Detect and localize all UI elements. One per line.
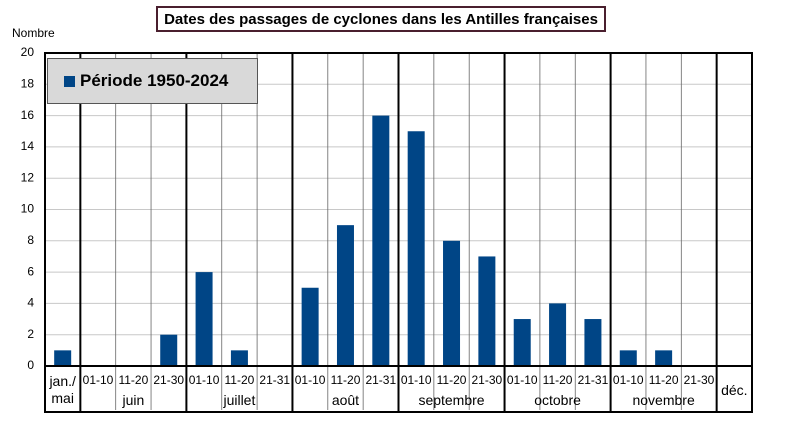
x-tick-label: 01-10 <box>294 372 326 387</box>
bar <box>54 350 72 366</box>
y-tick-label: 4 <box>27 296 34 310</box>
x-tick-label: déc. <box>721 381 748 398</box>
x-tick-label: 11-20 <box>224 372 255 387</box>
x-tick-label: 11-20 <box>330 372 361 387</box>
bar <box>407 131 425 366</box>
bar <box>372 115 390 366</box>
x-tick-label: 01-10 <box>612 372 644 387</box>
y-tick-label: 2 <box>27 327 34 341</box>
x-tick-label: 01-10 <box>188 372 220 387</box>
month-label: octobre <box>534 391 581 408</box>
month-label: juillet <box>223 391 256 408</box>
y-tick-label: 14 <box>21 139 35 153</box>
legend-swatch <box>64 75 75 87</box>
bar <box>655 350 673 366</box>
bar <box>336 225 354 366</box>
y-tick-label: 8 <box>27 233 34 247</box>
y-axis-title: Nombre <box>12 26 55 40</box>
x-tick-label: 11-20 <box>648 372 679 387</box>
bar <box>160 334 178 366</box>
month-label: août <box>331 391 360 408</box>
legend-label: Période 1950-2024 <box>80 71 229 90</box>
x-tick-label: 21-31 <box>365 372 397 387</box>
y-tick-label: 10 <box>21 202 35 216</box>
plot-frame <box>44 52 753 413</box>
bar <box>195 272 213 366</box>
x-tick-label: 01-10 <box>82 372 114 387</box>
y-tick-label: 20 <box>21 45 35 59</box>
x-tick-label: 21-30 <box>471 372 503 387</box>
x-tick-label: 11-20 <box>118 372 149 387</box>
bar <box>513 319 531 366</box>
x-tick-label: 01-10 <box>506 372 538 387</box>
x-tick-label: 21-31 <box>259 372 291 387</box>
x-tick-label: 21-30 <box>153 372 185 387</box>
x-tick-label: 21-31 <box>577 372 609 387</box>
legend: Période 1950-2024 <box>47 58 258 104</box>
x-tick-label: 11-20 <box>436 372 467 387</box>
y-tick-label: 6 <box>27 264 34 278</box>
bar <box>619 350 637 366</box>
x-tick-label: 21-30 <box>683 372 715 387</box>
y-tick-label: 18 <box>21 76 35 90</box>
bar <box>549 303 567 366</box>
x-tick-label: 11-20 <box>542 372 573 387</box>
bar <box>478 256 496 366</box>
y-tick-label: 12 <box>21 170 35 184</box>
month-label: juin <box>122 391 145 408</box>
bar <box>584 319 602 366</box>
month-label: novembre <box>632 391 695 408</box>
chart-title: Dates des passages de cyclones dans les … <box>156 6 606 32</box>
bar <box>443 240 461 366</box>
x-tick-label: jan./ mai <box>49 373 76 406</box>
bar <box>301 287 319 366</box>
x-tick-label: 01-10 <box>400 372 432 387</box>
bar <box>230 350 248 366</box>
y-tick-label: 16 <box>21 108 35 122</box>
month-label: septembre <box>418 391 485 408</box>
y-tick-label: 0 <box>27 358 34 372</box>
